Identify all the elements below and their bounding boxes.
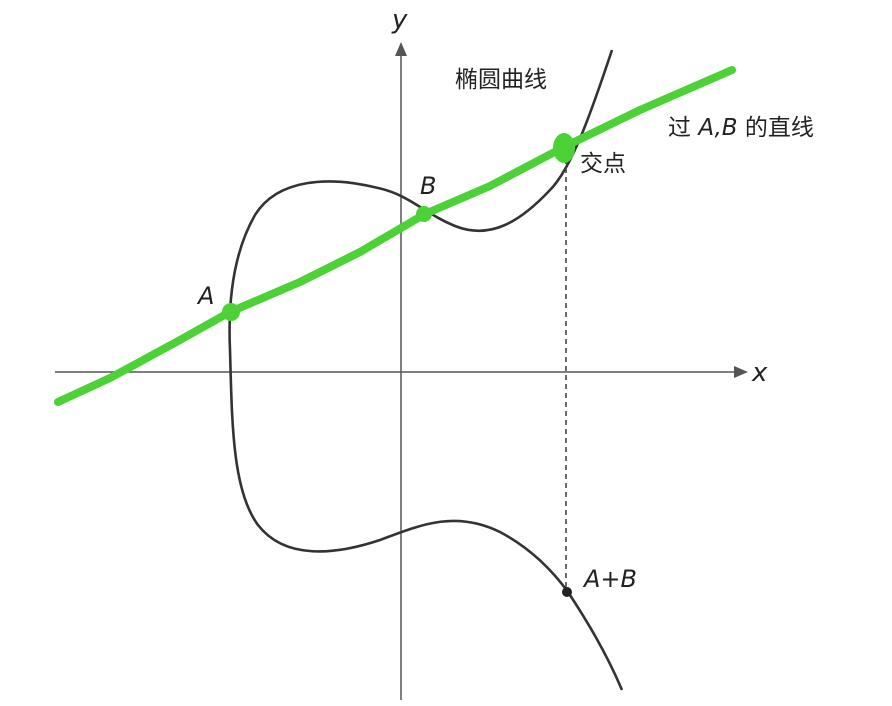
point-b-label: B [420,172,436,200]
line-label-points: A,B [696,115,737,141]
y-axis-arrow-icon [395,42,407,56]
line-label-suffix: 的直线 [738,115,814,141]
point-a-marker [222,303,240,321]
x-axis: x [55,358,768,388]
x-axis-arrow-icon [734,366,748,378]
x-axis-label: x [751,358,768,388]
line-through-a-b [54,66,736,406]
point-a-label: A [196,282,214,310]
intersection-label: 交点 [580,151,626,177]
point-sum-marker [562,587,572,597]
line-label-prefix: 过 [668,115,698,141]
intersection-marker [553,133,575,163]
point-sum-label: A+B [582,565,637,593]
curve-label: 椭圆曲线 [455,67,547,93]
elliptic-curve [228,49,624,691]
y-axis: y [391,5,408,700]
point-b-marker [416,206,432,222]
y-axis-label: y [391,5,408,35]
line-label: 过 A,B 的直线 [668,115,814,141]
